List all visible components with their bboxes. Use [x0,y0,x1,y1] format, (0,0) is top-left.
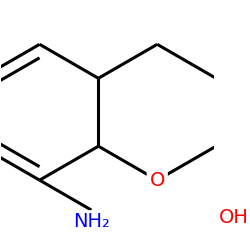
Text: O: O [150,171,165,190]
Text: NH₂: NH₂ [73,212,110,231]
Text: OH: OH [219,208,249,227]
